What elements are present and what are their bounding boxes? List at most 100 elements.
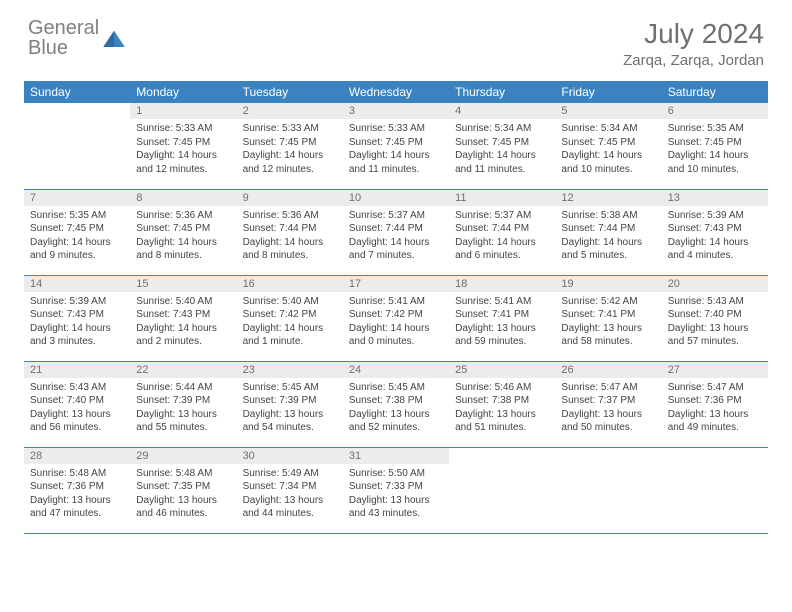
sunset-line: Sunset: 7:45 PM [243, 136, 337, 150]
day-number: 2 [237, 103, 343, 119]
calendar-empty-cell [555, 447, 661, 533]
calendar-table: SundayMondayTuesdayWednesdayThursdayFrid… [24, 81, 768, 534]
calendar-day-cell: 18Sunrise: 5:41 AMSunset: 7:41 PMDayligh… [449, 275, 555, 361]
day-number: 8 [130, 190, 236, 206]
calendar-day-cell: 16Sunrise: 5:40 AMSunset: 7:42 PMDayligh… [237, 275, 343, 361]
sunrise-line: Sunrise: 5:37 AM [455, 209, 549, 223]
calendar-day-cell: 24Sunrise: 5:45 AMSunset: 7:38 PMDayligh… [343, 361, 449, 447]
calendar-day-cell: 10Sunrise: 5:37 AMSunset: 7:44 PMDayligh… [343, 189, 449, 275]
calendar-day-cell: 19Sunrise: 5:42 AMSunset: 7:41 PMDayligh… [555, 275, 661, 361]
day-number: 25 [449, 362, 555, 378]
weekday-header: Tuesday [237, 81, 343, 103]
daylight-line: Daylight: 14 hours and 4 minutes. [668, 236, 762, 263]
daylight-line: Daylight: 14 hours and 0 minutes. [349, 322, 443, 349]
sunrise-line: Sunrise: 5:42 AM [561, 295, 655, 309]
calendar-day-cell: 2Sunrise: 5:33 AMSunset: 7:45 PMDaylight… [237, 103, 343, 189]
sunrise-line: Sunrise: 5:39 AM [30, 295, 124, 309]
logo-mark-icon [103, 29, 125, 47]
sunrise-line: Sunrise: 5:47 AM [561, 381, 655, 395]
day-body: Sunrise: 5:42 AMSunset: 7:41 PMDaylight:… [555, 292, 661, 353]
sunset-line: Sunset: 7:44 PM [561, 222, 655, 236]
daylight-line: Daylight: 14 hours and 1 minute. [243, 322, 337, 349]
calendar-day-cell: 15Sunrise: 5:40 AMSunset: 7:43 PMDayligh… [130, 275, 236, 361]
sunset-line: Sunset: 7:34 PM [243, 480, 337, 494]
day-number: 20 [662, 276, 768, 292]
daylight-line: Daylight: 14 hours and 6 minutes. [455, 236, 549, 263]
day-number: 7 [24, 190, 130, 206]
day-number: 14 [24, 276, 130, 292]
calendar-day-cell: 7Sunrise: 5:35 AMSunset: 7:45 PMDaylight… [24, 189, 130, 275]
day-body: Sunrise: 5:41 AMSunset: 7:42 PMDaylight:… [343, 292, 449, 353]
day-number: 27 [662, 362, 768, 378]
calendar-day-cell: 4Sunrise: 5:34 AMSunset: 7:45 PMDaylight… [449, 103, 555, 189]
day-body: Sunrise: 5:48 AMSunset: 7:35 PMDaylight:… [130, 464, 236, 525]
logo-text-wrap: General Blue [28, 18, 99, 58]
sunset-line: Sunset: 7:44 PM [349, 222, 443, 236]
sunrise-line: Sunrise: 5:39 AM [668, 209, 762, 223]
sunset-line: Sunset: 7:41 PM [561, 308, 655, 322]
sunrise-line: Sunrise: 5:48 AM [30, 467, 124, 481]
weekday-header: Sunday [24, 81, 130, 103]
day-body: Sunrise: 5:43 AMSunset: 7:40 PMDaylight:… [24, 378, 130, 439]
day-number: 30 [237, 448, 343, 464]
sunrise-line: Sunrise: 5:34 AM [561, 122, 655, 136]
daylight-line: Daylight: 14 hours and 2 minutes. [136, 322, 230, 349]
day-body: Sunrise: 5:33 AMSunset: 7:45 PMDaylight:… [130, 119, 236, 180]
header: General Blue July 2024 Zarqa, Zarqa, Jor… [0, 0, 792, 77]
day-body: Sunrise: 5:46 AMSunset: 7:38 PMDaylight:… [449, 378, 555, 439]
sunset-line: Sunset: 7:43 PM [30, 308, 124, 322]
day-body: Sunrise: 5:47 AMSunset: 7:37 PMDaylight:… [555, 378, 661, 439]
day-body: Sunrise: 5:33 AMSunset: 7:45 PMDaylight:… [343, 119, 449, 180]
sunrise-line: Sunrise: 5:44 AM [136, 381, 230, 395]
weekday-header: Thursday [449, 81, 555, 103]
daylight-line: Daylight: 14 hours and 8 minutes. [136, 236, 230, 263]
day-number: 4 [449, 103, 555, 119]
weekday-header: Friday [555, 81, 661, 103]
sunrise-line: Sunrise: 5:41 AM [455, 295, 549, 309]
sunset-line: Sunset: 7:45 PM [136, 222, 230, 236]
daylight-line: Daylight: 14 hours and 7 minutes. [349, 236, 443, 263]
location: Zarqa, Zarqa, Jordan [623, 52, 764, 69]
weekday-header-row: SundayMondayTuesdayWednesdayThursdayFrid… [24, 81, 768, 103]
calendar-day-cell: 21Sunrise: 5:43 AMSunset: 7:40 PMDayligh… [24, 361, 130, 447]
daylight-line: Daylight: 13 hours and 54 minutes. [243, 408, 337, 435]
day-body: Sunrise: 5:43 AMSunset: 7:40 PMDaylight:… [662, 292, 768, 353]
day-number: 13 [662, 190, 768, 206]
sunrise-line: Sunrise: 5:36 AM [136, 209, 230, 223]
day-number: 3 [343, 103, 449, 119]
sunrise-line: Sunrise: 5:48 AM [136, 467, 230, 481]
calendar-day-cell: 25Sunrise: 5:46 AMSunset: 7:38 PMDayligh… [449, 361, 555, 447]
day-body: Sunrise: 5:40 AMSunset: 7:43 PMDaylight:… [130, 292, 236, 353]
daylight-line: Daylight: 13 hours and 56 minutes. [30, 408, 124, 435]
sunrise-line: Sunrise: 5:38 AM [561, 209, 655, 223]
sunset-line: Sunset: 7:45 PM [349, 136, 443, 150]
calendar-week-row: 1Sunrise: 5:33 AMSunset: 7:45 PMDaylight… [24, 103, 768, 189]
logo-text-line1: General [28, 18, 99, 38]
calendar-week-row: 28Sunrise: 5:48 AMSunset: 7:36 PMDayligh… [24, 447, 768, 533]
sunrise-line: Sunrise: 5:49 AM [243, 467, 337, 481]
daylight-line: Daylight: 14 hours and 5 minutes. [561, 236, 655, 263]
daylight-line: Daylight: 13 hours and 51 minutes. [455, 408, 549, 435]
day-number: 16 [237, 276, 343, 292]
sunrise-line: Sunrise: 5:45 AM [243, 381, 337, 395]
title-block: July 2024 Zarqa, Zarqa, Jordan [623, 18, 764, 69]
sunrise-line: Sunrise: 5:36 AM [243, 209, 337, 223]
sunrise-line: Sunrise: 5:43 AM [668, 295, 762, 309]
day-body: Sunrise: 5:40 AMSunset: 7:42 PMDaylight:… [237, 292, 343, 353]
calendar-day-cell: 17Sunrise: 5:41 AMSunset: 7:42 PMDayligh… [343, 275, 449, 361]
sunset-line: Sunset: 7:44 PM [455, 222, 549, 236]
calendar-day-cell: 11Sunrise: 5:37 AMSunset: 7:44 PMDayligh… [449, 189, 555, 275]
day-number: 15 [130, 276, 236, 292]
sunset-line: Sunset: 7:40 PM [668, 308, 762, 322]
calendar-empty-cell [24, 103, 130, 189]
sunset-line: Sunset: 7:35 PM [136, 480, 230, 494]
daylight-line: Daylight: 14 hours and 11 minutes. [455, 149, 549, 176]
sunset-line: Sunset: 7:39 PM [136, 394, 230, 408]
calendar-day-cell: 3Sunrise: 5:33 AMSunset: 7:45 PMDaylight… [343, 103, 449, 189]
sunrise-line: Sunrise: 5:50 AM [349, 467, 443, 481]
day-body: Sunrise: 5:34 AMSunset: 7:45 PMDaylight:… [449, 119, 555, 180]
sunrise-line: Sunrise: 5:34 AM [455, 122, 549, 136]
calendar-day-cell: 20Sunrise: 5:43 AMSunset: 7:40 PMDayligh… [662, 275, 768, 361]
day-number: 22 [130, 362, 236, 378]
day-number: 10 [343, 190, 449, 206]
